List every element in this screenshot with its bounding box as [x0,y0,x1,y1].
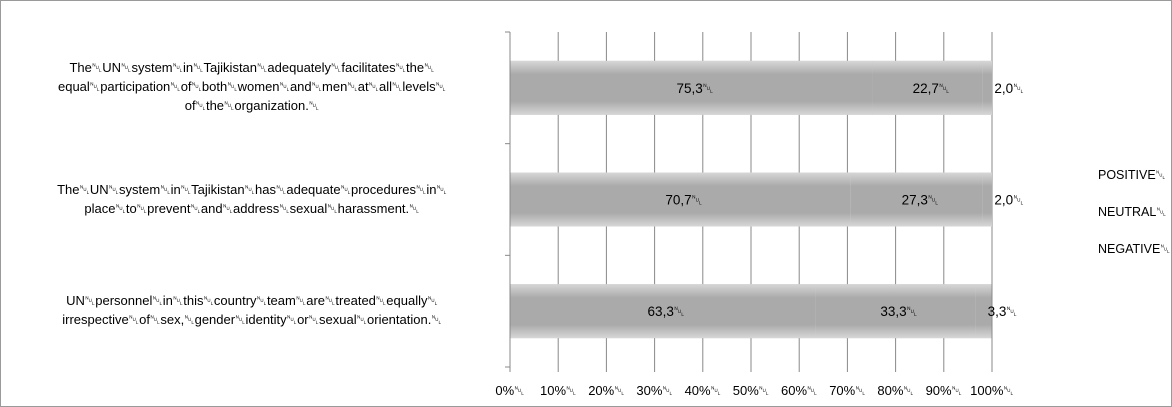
x-tick-label: 10%␀ [540,383,576,398]
data-label: 22,7␀ [913,81,950,96]
category-label: UN␀personnel␀in␀this␀country␀team␀are␀tr… [4,291,500,329]
category-label-line: place␀to␀prevent␀and␀address␀sexual␀hara… [84,200,420,216]
x-tick-label: 40%␀ [685,383,721,398]
category-label: The␀UN␀system␀in␀Tajikistan␀has␀adequate… [4,180,500,218]
x-tick-label: 100%␀ [970,383,1014,398]
bar-segment-shade [872,60,983,115]
x-tick-label: 70%␀ [829,383,865,398]
data-label: 2,0␀ [994,81,1024,96]
bar-segment-shade [850,172,983,227]
x-tick-label: 20%␀ [588,383,624,398]
x-tick-label: 50%␀ [733,383,769,398]
data-label: 3,3␀ [988,304,1018,319]
category-label-line: The␀UN␀system␀in␀Tajikistan␀adequately␀f… [69,60,435,76]
category-label-line: equal␀participation␀of␀both␀women␀and␀me… [57,79,447,95]
category-label-line: UN␀personnel␀in␀this␀country␀team␀are␀tr… [66,293,438,309]
data-label: 63,3␀ [648,304,685,319]
bar-segment-shade [510,284,816,339]
x-tick-label: 60%␀ [781,383,817,398]
bar-segment-shade [982,60,992,115]
category-label-line: irrespective␀of␀sex,␀gender␀identity␀or␀… [62,312,442,328]
legend-entry-positive: POSITIVE␀ [1098,168,1166,182]
data-label: 70,7␀ [665,193,702,208]
bar-segment-shade [982,172,992,227]
bar-segment-shade [815,284,976,339]
data-label: 27,3␀ [902,193,939,208]
x-tick-label: 30%␀ [636,383,672,398]
legend-entry-negative: NEGATIVE␀ [1098,242,1171,256]
x-tick-label: 0%␀ [495,383,524,398]
bar-segment-shade [975,284,992,339]
x-tick-label: 80%␀ [877,383,913,398]
legend-entry-neutral: NEUTRAL␀ [1098,205,1167,219]
data-label: 2,0␀ [994,193,1024,208]
data-label: 75,3␀ [676,81,713,96]
category-label-line: The␀UN␀system␀in␀Tajikistan␀has␀adequate… [57,181,447,197]
bar-segment-shade [510,60,873,115]
category-label: The␀UN␀system␀in␀Tajikistan␀adequately␀f… [4,58,500,115]
category-label-line: of␀the␀organization.␀ [184,98,320,114]
x-tick-label: 90%␀ [926,383,962,398]
data-label: 33,3␀ [880,304,917,319]
bar-segment-shade [510,172,851,227]
